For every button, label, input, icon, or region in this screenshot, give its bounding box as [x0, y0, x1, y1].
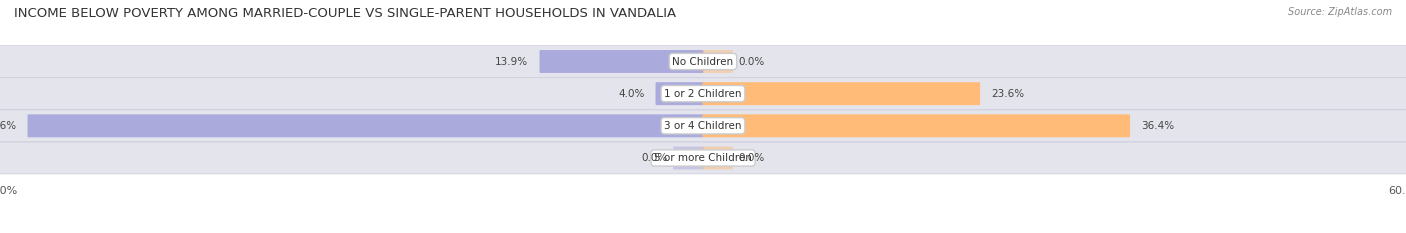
FancyBboxPatch shape — [28, 114, 703, 137]
FancyBboxPatch shape — [703, 82, 980, 105]
FancyBboxPatch shape — [673, 147, 703, 169]
FancyBboxPatch shape — [540, 50, 703, 73]
Text: 5 or more Children: 5 or more Children — [654, 153, 752, 163]
Text: Source: ZipAtlas.com: Source: ZipAtlas.com — [1288, 7, 1392, 17]
FancyBboxPatch shape — [0, 46, 1406, 77]
Text: No Children: No Children — [672, 57, 734, 66]
Text: 1 or 2 Children: 1 or 2 Children — [664, 89, 742, 99]
Text: 57.6%: 57.6% — [0, 121, 17, 131]
Text: 0.0%: 0.0% — [738, 57, 765, 66]
FancyBboxPatch shape — [703, 147, 733, 169]
Text: 36.4%: 36.4% — [1142, 121, 1174, 131]
FancyBboxPatch shape — [655, 82, 703, 105]
FancyBboxPatch shape — [703, 50, 733, 73]
FancyBboxPatch shape — [0, 78, 1406, 110]
FancyBboxPatch shape — [0, 110, 1406, 142]
Text: 13.9%: 13.9% — [495, 57, 529, 66]
FancyBboxPatch shape — [703, 114, 1130, 137]
Text: 0.0%: 0.0% — [641, 153, 668, 163]
Text: 4.0%: 4.0% — [619, 89, 644, 99]
Text: INCOME BELOW POVERTY AMONG MARRIED-COUPLE VS SINGLE-PARENT HOUSEHOLDS IN VANDALI: INCOME BELOW POVERTY AMONG MARRIED-COUPL… — [14, 7, 676, 20]
Text: 3 or 4 Children: 3 or 4 Children — [664, 121, 742, 131]
FancyBboxPatch shape — [0, 142, 1406, 174]
Text: 23.6%: 23.6% — [991, 89, 1025, 99]
Text: 0.0%: 0.0% — [738, 153, 765, 163]
